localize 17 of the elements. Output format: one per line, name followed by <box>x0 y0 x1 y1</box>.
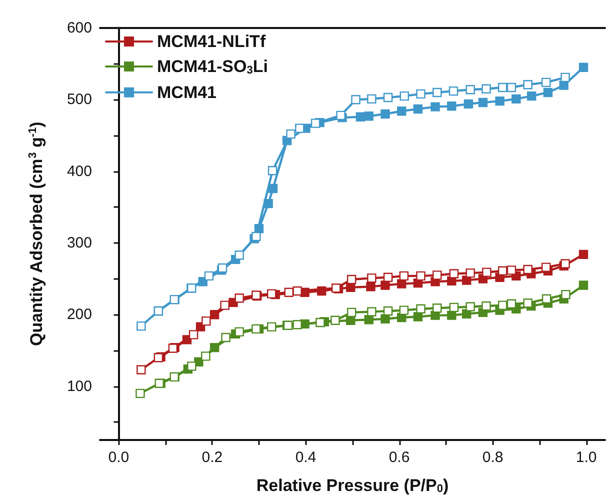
y-tick-label: 100 <box>66 378 92 395</box>
x-tick-label: 0.8 <box>482 449 504 466</box>
x-tick-label: 0.4 <box>295 449 316 466</box>
x-tick-label: 1.0 <box>576 449 597 466</box>
legend-label: MCM41-NLiTf <box>157 32 266 51</box>
x-axis-title: Relative Pressure (P/P0) <box>256 476 449 496</box>
y-axis-title: Quantity Adsorbed (cm3 g-1) <box>26 122 46 346</box>
legend-label: MCM41-SO3Li <box>157 57 268 76</box>
x-tick-label: 0.2 <box>202 449 223 466</box>
x-tick-label: 0.0 <box>108 449 130 466</box>
y-tick-label: 500 <box>66 91 92 108</box>
y-tick-label: 300 <box>66 234 92 252</box>
y-tick-label: 600 <box>66 20 92 36</box>
y-tick-label: 400 <box>66 162 92 180</box>
legend-label: MCM41 <box>157 82 217 102</box>
y-tick-label: 200 <box>66 306 92 324</box>
x-tick-label: 0.6 <box>388 449 410 466</box>
